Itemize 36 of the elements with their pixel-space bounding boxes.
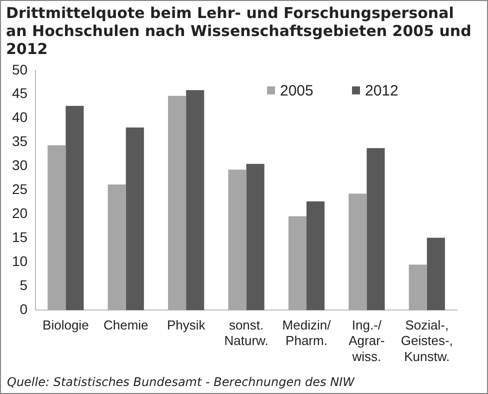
chart-title: Drittmittelquote beim Lehr- und Forschungspersonal an Hochschulen nach Wissenschaftsgebieten 2005 und 2012 [6, 4, 472, 58]
bar [288, 216, 306, 310]
bar [426, 238, 445, 310]
bar [348, 194, 367, 310]
y-tick-label: 35 [12, 133, 28, 150]
bar [108, 184, 126, 310]
y-tick-label: 50 [12, 61, 28, 78]
x-tick-label: Chemie [103, 318, 148, 333]
bar [66, 106, 84, 310]
x-tick-label: Physik [166, 318, 206, 333]
source-note: Quelle: Statistisches Bundesamt - Berechnungen des NIW [7, 375, 354, 389]
bar [168, 96, 186, 310]
x-tick-label: Sozial-, Geistes-, Kunstw. [400, 318, 453, 364]
bar [366, 148, 385, 310]
bar [306, 201, 325, 310]
y-tick-label: 0 [20, 301, 28, 318]
bar [48, 145, 66, 310]
bar [126, 127, 144, 310]
y-tick-label: 15 [12, 229, 28, 246]
bar [228, 170, 246, 310]
y-tick-label: 5 [20, 277, 28, 294]
y-tick-label: 25 [12, 181, 28, 198]
x-tick-label: Medizin/ Pharm. [282, 318, 332, 348]
bar [408, 264, 427, 310]
y-tick-label: 30 [12, 157, 28, 174]
legend-label: 2005 [280, 82, 314, 100]
x-tick-label: Ing.-/ Agrar- wiss. [348, 318, 385, 364]
legend-label: 2012 [365, 82, 398, 100]
bar [186, 90, 204, 310]
bar [246, 164, 264, 310]
y-tick-label: 45 [12, 85, 28, 102]
x-tick-label: Biologie [42, 318, 89, 333]
y-tick-label: 20 [12, 205, 28, 222]
x-tick-label: sonst. Naturw. [224, 318, 268, 348]
y-tick-label: 40 [12, 109, 28, 126]
y-tick-label: 10 [12, 253, 28, 270]
